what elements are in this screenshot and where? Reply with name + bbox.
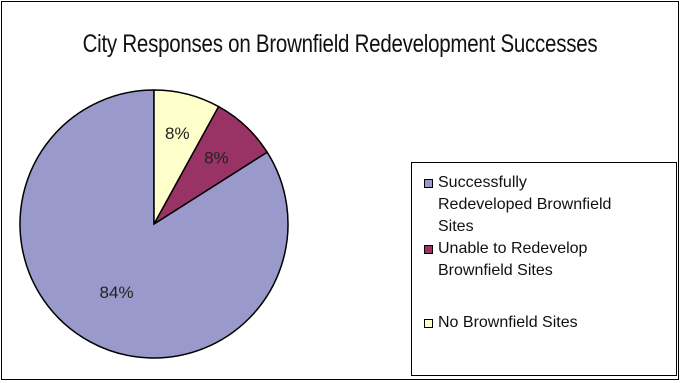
legend-swatch-2 [424,245,433,254]
chart-legend: Successfully Redeveloped Brownfield Sites U… [411,162,677,376]
legend-label-2: Unable to Redevelop Brownfield Sites [438,240,588,279]
pie-slice-label-3: 8% [165,124,190,143]
legend-label-1: Successfully Redeveloped Brownfield Sites [438,174,612,235]
legend-swatch-1 [424,179,433,188]
pie-slice-3 [153,89,220,225]
pie-slice-label-2: 8% [204,149,229,168]
legend-swatch-3 [424,319,433,328]
chart-title: City Responses on Brownfield Redevelopme… [82,30,598,58]
legend-label-3: No Brownfield Sites [438,314,578,331]
pie-slice-label-1: 84% [100,283,134,302]
